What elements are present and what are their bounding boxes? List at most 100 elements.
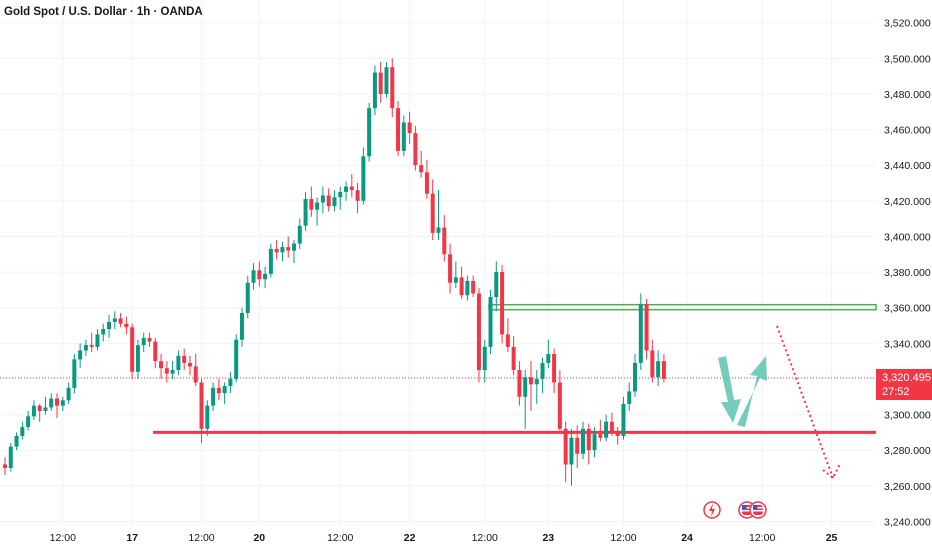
candle [268,243,273,278]
candle [320,186,325,214]
candle [66,382,71,404]
x-tick-label: 12:00 [749,532,775,544]
annotations [718,325,841,480]
candle [581,421,585,460]
y-tick-label: 3,300.000 [884,410,931,422]
candle-body [332,197,337,207]
candle [78,343,83,369]
candle-body [135,345,140,372]
y-tick-label: 3,380.000 [884,267,931,279]
candle-body [644,304,649,351]
candle [280,241,285,262]
candle [633,354,638,397]
candle-body [448,254,453,283]
candle-body [182,355,187,363]
candle [523,370,528,429]
us-flag-event-icon[interactable] [749,501,767,519]
candle [135,339,140,379]
candle-body [124,323,129,328]
candle [8,443,13,472]
candle [101,323,106,342]
candle [430,179,435,240]
lightning-event-icon[interactable] [703,501,721,519]
candle [26,411,31,431]
time-axis[interactable]: 12:00 17 12:00 20 12:00 22 12:00 23 12:00 24 12:00… [50,532,838,544]
candle [89,332,94,353]
candle-body [650,350,655,378]
y-tick-label: 3,340.000 [884,338,931,350]
candle [130,323,135,379]
candle [297,218,302,249]
candle-body [303,199,308,226]
candle [604,414,609,442]
candle [534,370,539,404]
candle-body [101,329,106,335]
candle-body [257,270,262,280]
x-tick-label: 17 [126,532,138,544]
candle [182,348,187,371]
candle [187,355,192,376]
candle-body [517,370,522,397]
candle [147,332,152,347]
candle-body [78,350,83,360]
candle [424,159,429,200]
candle [257,261,262,287]
candle [407,111,412,144]
candle-body [344,186,349,192]
candle [459,266,464,299]
candle [55,393,60,419]
candlesticks [3,58,666,486]
candle [315,197,320,226]
candle-body [268,248,273,274]
candle [60,396,65,411]
lightning-glyph [709,503,715,517]
candle-body [436,227,441,233]
event-markers[interactable] [703,501,767,519]
candle [546,339,551,369]
candle [609,412,614,436]
candle [211,382,216,411]
candle [72,354,77,394]
candle-body [592,434,597,451]
candle [413,126,418,171]
candle-body [609,421,614,433]
candle-body [459,277,464,296]
candle [557,370,562,433]
candle-body [540,362,545,379]
price-axis[interactable]: 3,520.000 3,500.000 3,480.000 3,460.000 3,44… [884,18,931,529]
candle-body [453,277,458,283]
candle-body [297,225,302,244]
candle [419,150,424,178]
candle [390,58,395,118]
candle-body [563,428,568,465]
candle-body [263,273,268,280]
y-tick-label: 3,360.000 [884,303,931,315]
candle-body [638,304,643,363]
candle-body [424,172,429,194]
candle [349,174,354,198]
candle-body [661,361,666,379]
candle-body [55,398,60,406]
candle-body [401,122,406,151]
candle [216,378,221,401]
candle [367,102,372,162]
x-tick-label: 24 [681,532,693,544]
candle [344,181,349,201]
candle-body [199,382,204,429]
x-tick-label: 22 [404,532,416,544]
candle [263,266,268,289]
candle [442,215,447,262]
candle-body [528,377,533,385]
candle [638,293,643,371]
flag-stripe [753,510,763,512]
candle [482,339,487,383]
y-tick-label: 3,420.000 [884,196,931,208]
candle-body [557,382,562,429]
candle-body [476,293,481,371]
candle-body [471,280,476,294]
candle-body [292,243,296,251]
candle-body [245,282,250,314]
current-price-tag: 3,320.495 27:52 [876,369,932,400]
candle-body [372,72,377,109]
